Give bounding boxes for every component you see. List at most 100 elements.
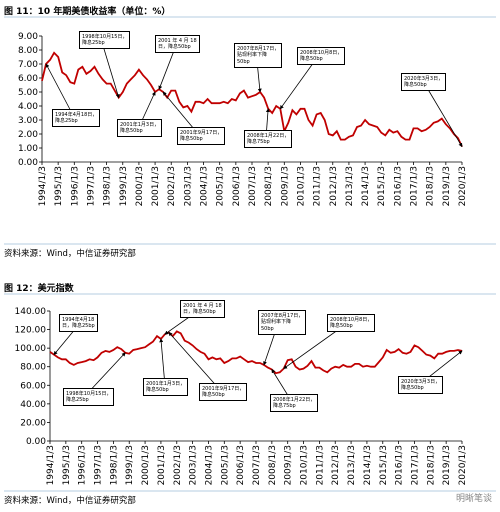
x-tick-label: 2019/1/3 [442,445,452,485]
y-tick-label: 80.00 [20,363,46,373]
annotation: 2001年1月3日， 降息50bp [117,119,163,137]
x-tick-label: 2010/1/3 [296,166,306,206]
x-tick-label: 2000/1/3 [141,445,151,485]
annotation: 1994年4月18日， 降息25bp [52,109,101,127]
x-tick-label: 2013/1/3 [345,166,355,206]
x-tick-label: 2005/1/3 [220,445,230,485]
data-line [41,51,463,147]
y-tick-label: 5.00 [18,88,38,98]
x-tick-label: 2007/1/3 [252,445,262,485]
x-tick-label: 2003/1/3 [189,445,199,485]
annotation: 1994年4月18 日，降息25bp [59,314,98,332]
y-tick-label: 100.00 [15,344,47,354]
x-tick-label: 1997/1/3 [94,445,104,485]
annotation: 2008年10月8日， 降息50bp [327,314,376,332]
x-tick-label: 1999/1/3 [119,166,129,206]
x-tick-label: 2001/1/3 [151,166,161,206]
annotation: 2001 年 4 月 18 日，降息50bp [155,35,200,53]
y-tick-label: 8.00 [18,46,38,56]
y-tick-label: 20.00 [20,418,46,428]
y-tick-label: 60.00 [20,381,46,391]
y-tick-label: 120.00 [15,326,47,336]
x-tick-label: 2017/1/3 [410,166,420,206]
annotation-arrow [422,80,463,148]
y-tick-label: 140.00 [15,307,47,317]
x-tick-label: 2001/1/3 [157,445,167,485]
x-tick-label: 2004/1/3 [204,445,214,485]
x-tick-label: 2017/1/3 [410,445,420,485]
x-tick-label: 2004/1/3 [200,166,210,206]
x-tick-label: 2008/1/3 [268,445,278,485]
x-tick-label: 2013/1/3 [347,445,357,485]
x-tick-label: 2020/1/3 [458,445,468,485]
annotation: 2020年3月3日， 降息50bp [398,376,444,394]
annotation-arrow [45,63,75,118]
annotation: 2008年10月8日， 降息50bp [297,47,346,65]
x-tick-label: 2018/1/3 [426,445,436,485]
source-note: 资料来源：Wind，中信证券研究部 [4,496,136,506]
x-tick-label: 2011/1/3 [313,166,323,206]
x-tick-label: 1997/1/3 [86,166,96,206]
x-tick-label: 2010/1/3 [300,445,310,485]
x-tick-label: 1995/1/3 [62,445,72,485]
x-tick-label: 2012/1/3 [331,445,341,485]
x-tick-label: 2015/1/3 [379,445,389,485]
annotation: 2020年3月3日， 降息50bp [401,73,447,91]
chart-title: 图 11：10 年期美债收益率（单位：%） [4,7,171,17]
x-tick-label: 2006/1/3 [232,166,242,206]
x-tick-label: 2000/1/3 [135,166,145,206]
y-tick-label: 3.00 [18,116,38,126]
x-tick-label: 2006/1/3 [236,445,246,485]
x-tick-label: 2008/1/3 [264,166,274,206]
chart-title: 图 12：美元指数 [4,284,74,294]
x-tick-label: 2018/1/3 [426,166,436,206]
annotation: 2001年9月17日， 降息50bp [199,383,248,401]
x-tick-label: 2016/1/3 [395,445,405,485]
x-tick-label: 2014/1/3 [363,445,373,485]
annotation: 2007年8月17日， 贴现利率下降 50bp [234,43,283,68]
x-tick-label: 2020/1/3 [458,166,468,206]
x-tick-label: 1996/1/3 [70,166,80,206]
x-tick-label: 2015/1/3 [377,166,387,206]
annotation: 2008年1月22日， 降息75bp [270,394,319,412]
annotation: 2007年8月17日， 贴现利率下降 50bp [258,310,307,335]
y-tick-label: 0.00 [26,437,46,447]
y-tick-label: 6.00 [18,74,38,84]
y-tick-label: 2.00 [18,130,38,140]
annotation: 2001年1月3日， 降息50bp [143,378,189,396]
annotation-arrow [168,331,222,392]
x-tick-label: 2007/1/3 [248,166,258,206]
x-tick-label: 2003/1/3 [183,166,193,206]
annotation: 2001 年 4 月 18 日，降息50bp [180,300,225,318]
source-note: 资料来源：Wind，中信证券研究部 [4,249,136,259]
x-tick-label: 1999/1/3 [125,445,135,485]
x-tick-label: 1998/1/3 [103,166,113,206]
annotation: 2001年9月17日， 降息50bp [177,127,226,145]
x-tick-label: 1996/1/3 [78,445,88,485]
x-tick-label: 1994/1/3 [46,445,56,485]
x-tick-label: 2016/1/3 [393,166,403,206]
watermark: 明晰笔谈 [455,494,492,504]
y-tick-label: 40.00 [20,400,46,410]
y-tick-label: 9.00 [18,32,38,42]
x-tick-label: 1998/1/3 [109,445,119,485]
y-tick-label: 4.00 [18,102,38,112]
y-tick-label: 0.00 [18,158,38,168]
data-line [49,330,463,375]
annotation: 1998年10月15日， 降息25bp [79,31,131,49]
x-tick-label: 2009/1/3 [284,445,294,485]
y-tick-label: 7.00 [18,60,38,70]
x-tick-label: 2002/1/3 [167,166,177,206]
x-tick-label: 2002/1/3 [173,445,183,485]
x-tick-label: 1995/1/3 [54,166,64,206]
annotation: 2008年1月22日， 降息75bp [244,130,293,148]
annotation: 1998年10月15日， 降息25bp [63,388,115,406]
x-tick-label: 1994/1/3 [38,166,48,206]
x-tick-label: 2012/1/3 [329,166,339,206]
x-tick-label: 2011/1/3 [315,445,325,485]
x-tick-label: 2009/1/3 [280,166,290,206]
x-tick-label: 2005/1/3 [216,166,226,206]
x-tick-label: 2014/1/3 [361,166,371,206]
y-tick-label: 1.00 [18,144,38,154]
